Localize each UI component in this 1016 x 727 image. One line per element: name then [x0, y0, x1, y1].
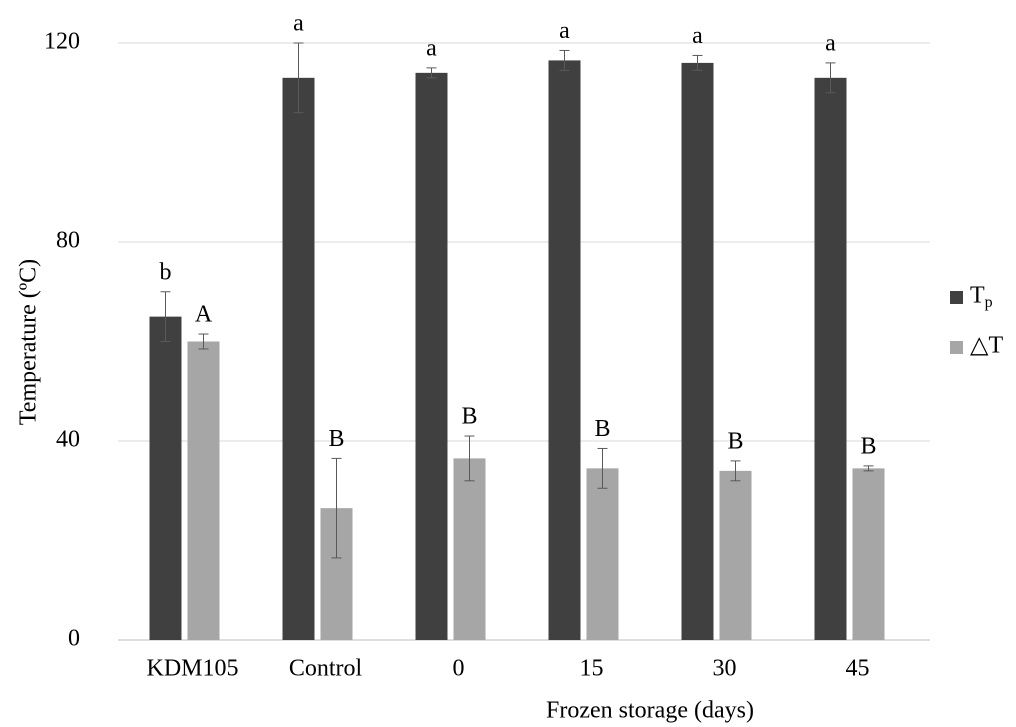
significance-letter: a — [426, 35, 437, 61]
legend-swatch — [950, 341, 963, 354]
significance-letter: B — [328, 426, 344, 452]
significance-letter: B — [860, 433, 876, 459]
y-tick-label: 120 — [44, 29, 80, 55]
x-tick-label: KDM105 — [146, 656, 238, 682]
significance-letter: a — [293, 11, 304, 37]
bar — [682, 63, 714, 640]
significance-letter: A — [195, 302, 213, 328]
bar — [815, 78, 847, 640]
bar — [587, 468, 619, 640]
legend-label: Tp — [970, 283, 993, 311]
x-tick-label: Control — [289, 656, 363, 682]
x-tick-label: 30 — [713, 656, 737, 682]
bar — [853, 468, 885, 640]
bar — [283, 78, 315, 640]
x-tick-label: 0 — [453, 656, 465, 682]
significance-letter: b — [160, 259, 172, 285]
significance-letter: B — [461, 404, 477, 430]
y-axis-title: Temperature (ºC) — [16, 259, 42, 425]
bar — [416, 73, 448, 640]
bar — [549, 60, 581, 640]
y-tick-label: 40 — [56, 427, 80, 453]
bar — [150, 317, 182, 640]
significance-letter: B — [594, 416, 610, 442]
bar — [454, 458, 486, 640]
significance-letter: B — [727, 428, 743, 454]
x-axis-title: Frozen storage (days) — [546, 698, 754, 724]
bar — [720, 471, 752, 640]
significance-letter: a — [825, 30, 836, 56]
y-tick-label: 0 — [68, 626, 80, 652]
legend-label: △T — [970, 333, 1003, 359]
y-tick-label: 80 — [56, 228, 80, 254]
chart: Temperature (ºC) Frozen storage (days) 0… — [0, 0, 1016, 727]
significance-letter: a — [559, 18, 570, 44]
legend-swatch — [950, 291, 963, 304]
x-tick-label: 15 — [580, 656, 604, 682]
bar — [188, 342, 220, 641]
significance-letter: a — [692, 23, 703, 49]
x-tick-label: 45 — [846, 656, 870, 682]
